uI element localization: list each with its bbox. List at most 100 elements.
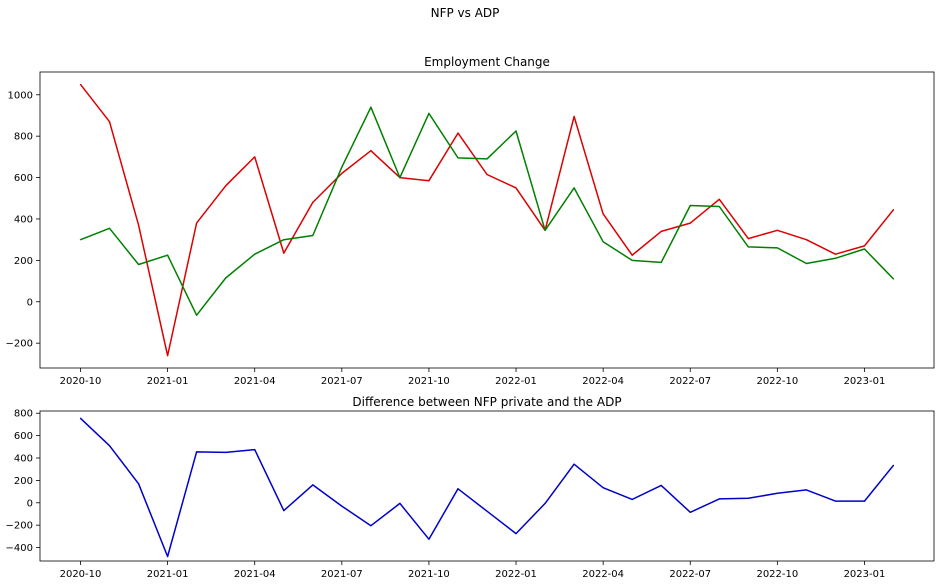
data-point — [631, 254, 633, 256]
x-tick-label: 2022-04 — [582, 376, 624, 387]
data-point — [457, 488, 459, 490]
data-point — [573, 115, 575, 118]
data-point — [776, 229, 778, 231]
data-point — [863, 245, 866, 247]
data-point — [486, 158, 488, 160]
data-point — [108, 445, 111, 447]
data-point — [312, 484, 314, 486]
y-tick-label: 800 — [14, 409, 33, 420]
data-point — [805, 262, 807, 265]
data-point — [660, 261, 662, 264]
data-point — [863, 248, 866, 250]
x-tick-label: 2021-10 — [408, 376, 450, 387]
data-point — [457, 157, 459, 159]
y-tick-label: 0 — [27, 297, 33, 308]
data-point — [718, 198, 720, 200]
x-tick-label: 2021-10 — [408, 569, 450, 580]
data-point — [312, 201, 314, 204]
data-point — [196, 222, 198, 224]
data-point — [196, 314, 198, 316]
x-tick-label: 2022-07 — [669, 376, 711, 387]
y-tick-label: 200 — [14, 476, 33, 487]
data-point — [457, 132, 459, 134]
y-tick-label: 1000 — [8, 90, 33, 101]
data-point — [892, 278, 895, 280]
y-tick-label: 600 — [14, 431, 33, 442]
x-tick-label: 2022-04 — [582, 569, 624, 580]
x-tick-label: 2021-04 — [234, 569, 276, 580]
data-point — [283, 239, 285, 241]
x-tick-label: 2023-01 — [844, 569, 886, 580]
data-point — [747, 246, 749, 248]
data-point — [79, 417, 82, 419]
x-tick-label: 2021-07 — [321, 569, 363, 580]
x-tick-label: 2022-07 — [669, 569, 711, 580]
data-point — [167, 354, 169, 357]
x-tick-label: 2021-04 — [234, 376, 276, 387]
data-point — [689, 222, 691, 224]
data-point — [573, 463, 575, 465]
x-tick-label: 2021-01 — [147, 376, 189, 387]
data-point — [631, 498, 633, 501]
x-tick-label: 2022-10 — [756, 376, 798, 387]
data-point — [805, 239, 807, 241]
y-tick-label: 200 — [14, 256, 33, 267]
plot-frame — [39, 410, 935, 562]
figure-title: NFP vs ADP — [431, 6, 500, 20]
data-point — [370, 150, 372, 152]
data-point — [834, 253, 837, 255]
y-tick-label: 800 — [14, 132, 33, 143]
data-point — [341, 172, 343, 175]
data-point — [892, 464, 895, 466]
y-tick-label: −400 — [6, 543, 33, 554]
data-point — [863, 500, 866, 502]
data-point — [283, 510, 285, 512]
data-point — [108, 227, 111, 229]
x-tick-label: 2021-07 — [321, 376, 363, 387]
x-tick-label: 2020-10 — [60, 376, 102, 387]
data-point — [137, 483, 140, 485]
y-tick-label: 400 — [14, 214, 33, 225]
data-point — [254, 156, 256, 158]
data-point — [486, 173, 488, 176]
data-point — [428, 112, 430, 114]
data-point — [167, 254, 169, 256]
x-tick-label: 2021-01 — [147, 569, 189, 580]
data-point — [370, 106, 372, 108]
data-point — [834, 500, 837, 502]
data-point — [137, 224, 140, 226]
y-tick-label: 600 — [14, 173, 33, 184]
employment-change-chart: Employment Change −200 0 200 400 600 800 1000 20… — [6, 55, 935, 387]
x-tick-label: 2022-10 — [756, 569, 798, 580]
data-point — [225, 451, 227, 454]
data-point — [776, 492, 778, 494]
data-point — [254, 449, 256, 451]
data-point — [515, 130, 517, 132]
data-point — [776, 247, 778, 249]
data-point — [602, 487, 604, 489]
data-point — [515, 532, 517, 535]
x-tick-label: 2022-01 — [495, 569, 537, 580]
data-point — [283, 252, 285, 254]
data-point — [167, 555, 169, 558]
y-tick-label: −200 — [6, 339, 33, 350]
data-point — [689, 511, 691, 513]
data-point — [544, 502, 546, 504]
data-point — [602, 241, 604, 243]
data-point — [660, 230, 662, 232]
data-point — [79, 83, 82, 86]
data-point — [631, 259, 633, 261]
data-point — [137, 263, 140, 266]
data-point — [399, 176, 401, 179]
difference-chart: Difference between NFP private and the A… — [6, 395, 935, 580]
data-point — [892, 209, 895, 211]
data-point — [196, 451, 198, 453]
y-tick-label: −200 — [6, 521, 33, 532]
series-line-2 — [80, 106, 895, 316]
data-point — [428, 538, 430, 540]
data-point — [747, 238, 749, 240]
chart-title: Difference between NFP private and the A… — [352, 395, 621, 409]
y-tick-label: 0 — [27, 498, 33, 509]
data-point — [544, 229, 546, 231]
